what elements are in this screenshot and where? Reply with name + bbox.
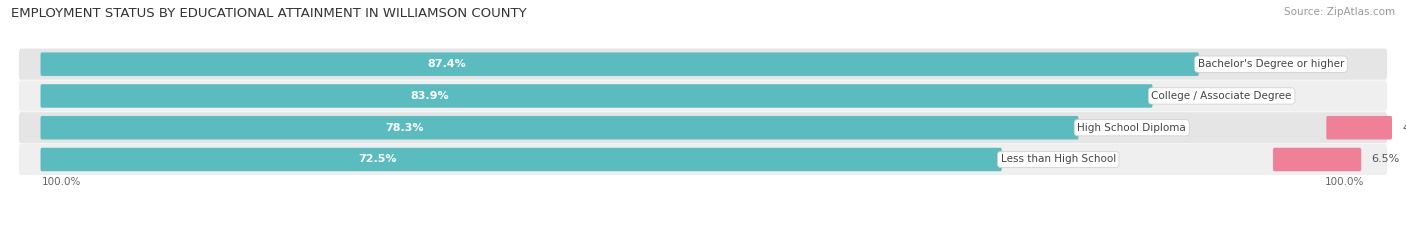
- FancyBboxPatch shape: [1272, 148, 1361, 171]
- Text: EMPLOYMENT STATUS BY EDUCATIONAL ATTAINMENT IN WILLIAMSON COUNTY: EMPLOYMENT STATUS BY EDUCATIONAL ATTAINM…: [11, 7, 527, 20]
- FancyBboxPatch shape: [1326, 116, 1392, 140]
- Text: Less than High School: Less than High School: [1001, 154, 1116, 164]
- Text: 87.4%: 87.4%: [427, 59, 465, 69]
- FancyBboxPatch shape: [41, 52, 1199, 76]
- Text: High School Diploma: High School Diploma: [1077, 123, 1187, 133]
- FancyBboxPatch shape: [18, 144, 1388, 175]
- Text: 83.9%: 83.9%: [411, 91, 450, 101]
- FancyBboxPatch shape: [18, 80, 1388, 112]
- Text: 78.3%: 78.3%: [385, 123, 423, 133]
- Legend: In Labor Force, Unemployed: In Labor Force, Unemployed: [603, 230, 803, 233]
- Text: Bachelor's Degree or higher: Bachelor's Degree or higher: [1198, 59, 1344, 69]
- FancyBboxPatch shape: [18, 49, 1388, 80]
- Text: Source: ZipAtlas.com: Source: ZipAtlas.com: [1284, 7, 1395, 17]
- FancyBboxPatch shape: [18, 112, 1388, 143]
- Text: 6.5%: 6.5%: [1371, 154, 1399, 164]
- FancyBboxPatch shape: [41, 116, 1078, 140]
- FancyBboxPatch shape: [41, 84, 1153, 108]
- Text: 100.0%: 100.0%: [1324, 177, 1364, 187]
- Text: 4.8%: 4.8%: [1402, 123, 1406, 133]
- Text: 100.0%: 100.0%: [42, 177, 82, 187]
- Text: College / Associate Degree: College / Associate Degree: [1152, 91, 1292, 101]
- Text: 72.5%: 72.5%: [359, 154, 396, 164]
- FancyBboxPatch shape: [41, 148, 1001, 171]
